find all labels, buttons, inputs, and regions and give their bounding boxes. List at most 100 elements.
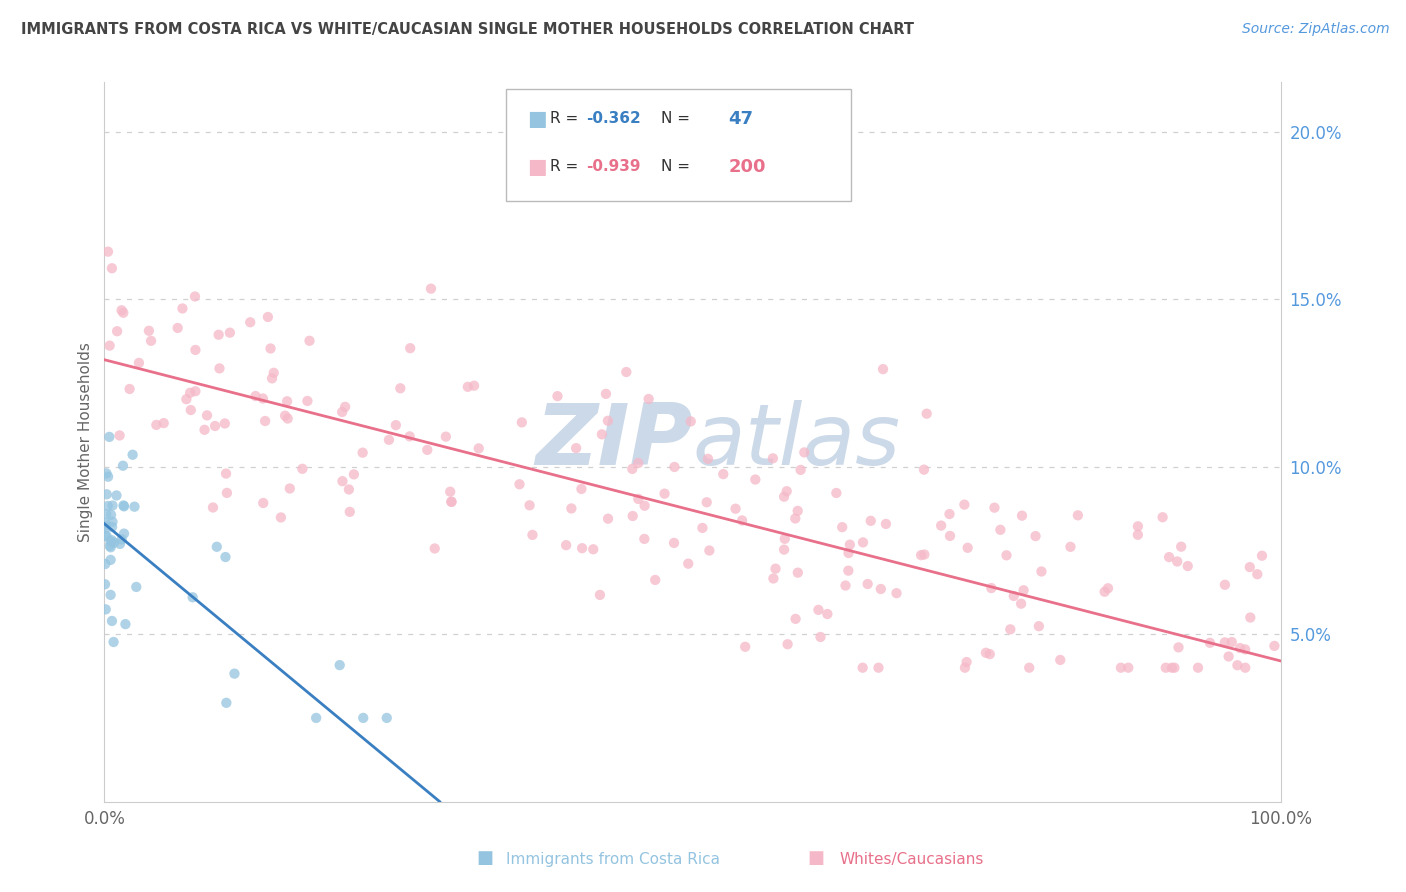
Point [519, 498, 541, 512]
Point [416, 442, 439, 457]
Point [375, 711, 398, 725]
Point [1166, 554, 1188, 568]
Point [1049, 653, 1071, 667]
Point [389, 381, 412, 395]
Point [277, 411, 299, 425]
Point [224, 666, 246, 681]
Point [94, 516, 117, 530]
Point [94, 602, 117, 616]
Text: ■: ■ [477, 849, 494, 867]
Text: R =: R = [550, 160, 583, 174]
Text: IMMIGRANTS FROM COSTA RICA VS WHITE/CAUCASIAN SINGLE MOTHER HOUSEHOLDS CORRELATI: IMMIGRANTS FROM COSTA RICA VS WHITE/CAUC… [21, 22, 914, 37]
Point [1154, 661, 1177, 675]
Point [352, 711, 374, 725]
Point [94, 577, 117, 591]
Point [571, 482, 593, 496]
Point [181, 591, 204, 605]
Point [399, 341, 422, 355]
Point [105, 324, 128, 338]
Point [297, 394, 319, 409]
Point [1218, 649, 1240, 664]
Point [974, 646, 997, 660]
Point [734, 640, 756, 654]
Point [627, 491, 650, 506]
Point [637, 392, 659, 406]
Point [1229, 641, 1251, 656]
Text: ■: ■ [527, 157, 547, 177]
Point [96, 467, 118, 481]
Point [219, 326, 242, 340]
Point [333, 400, 356, 414]
Point [172, 301, 194, 316]
Point [100, 534, 122, 549]
Point [762, 451, 785, 466]
Point [627, 456, 650, 470]
Point [97, 244, 120, 259]
Point [1152, 510, 1174, 524]
Point [988, 523, 1011, 537]
Point [101, 520, 124, 534]
Point [724, 501, 747, 516]
Point [215, 486, 238, 500]
Point [101, 261, 124, 276]
Point [1031, 565, 1053, 579]
Point [112, 500, 135, 514]
Point [457, 380, 479, 394]
Text: 47: 47 [728, 110, 754, 128]
Point [420, 282, 443, 296]
Point [547, 389, 569, 403]
Point [94, 557, 117, 571]
Point [789, 463, 811, 477]
Point [664, 459, 686, 474]
Point [1251, 549, 1274, 563]
Text: Immigrants from Costa Rica: Immigrants from Costa Rica [506, 852, 720, 867]
Text: N =: N = [661, 160, 695, 174]
Point [298, 334, 321, 348]
Point [114, 617, 136, 632]
Point [776, 484, 799, 499]
Point [956, 541, 979, 555]
Point [1028, 619, 1050, 633]
Point [1170, 540, 1192, 554]
Text: ■: ■ [807, 849, 824, 867]
Point [837, 546, 859, 560]
Point [555, 538, 578, 552]
Point [582, 542, 605, 557]
Point [1246, 567, 1268, 582]
Point [1234, 642, 1257, 657]
Point [868, 661, 890, 675]
Point [101, 499, 124, 513]
Point [180, 403, 202, 417]
Point [692, 521, 714, 535]
Point [112, 499, 135, 513]
Point [1163, 661, 1185, 675]
Point [339, 505, 361, 519]
Point [765, 562, 787, 576]
Point [274, 409, 297, 423]
Text: -0.939: -0.939 [586, 160, 641, 174]
Point [633, 499, 655, 513]
Point [278, 482, 301, 496]
Point [1116, 661, 1139, 675]
Point [938, 507, 960, 521]
Point [239, 315, 262, 329]
Point [773, 490, 796, 504]
Point [100, 541, 122, 555]
Point [337, 483, 360, 497]
Point [97, 499, 120, 513]
Text: R =: R = [550, 112, 583, 126]
Point [1094, 584, 1116, 599]
Point [97, 469, 120, 483]
Point [1220, 635, 1243, 649]
Point [869, 582, 891, 596]
Point [96, 529, 118, 543]
Point [786, 504, 808, 518]
Point [94, 529, 117, 543]
Point [633, 532, 655, 546]
Point [208, 361, 231, 376]
Point [423, 541, 446, 556]
Point [955, 655, 977, 669]
Point [101, 614, 124, 628]
Point [915, 407, 938, 421]
Point [378, 433, 401, 447]
